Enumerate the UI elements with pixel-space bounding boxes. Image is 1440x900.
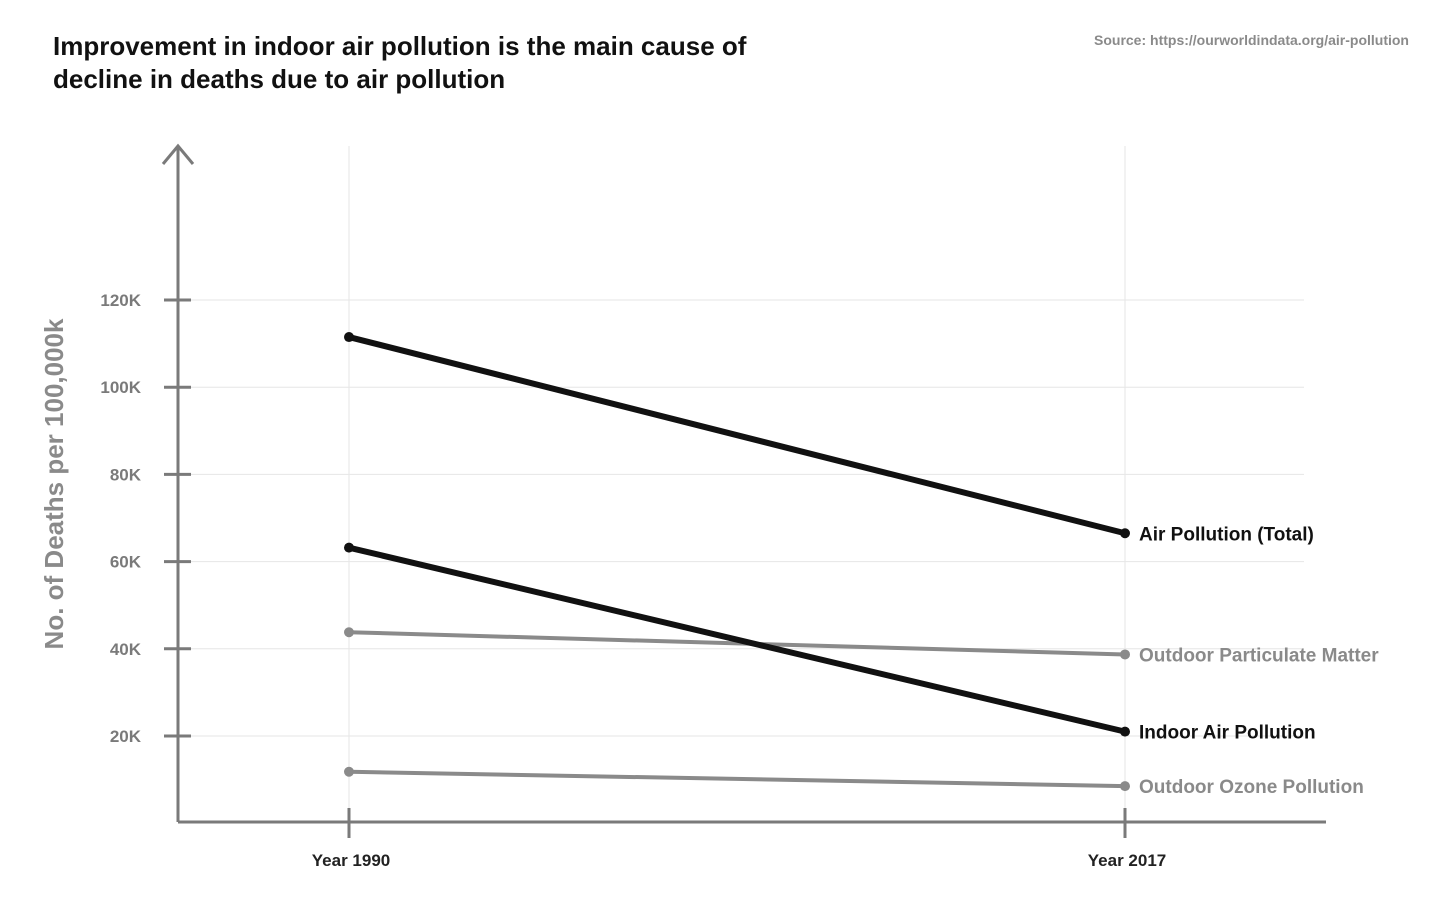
data-point [1120,726,1130,737]
y-tick-label: 80K [110,465,142,484]
y-axis-arrow-icon [161,143,195,165]
data-point [344,766,354,777]
series-group: Air Pollution (Total) Outdoor Particulate… [344,332,1379,798]
y-ticks: 20K 40K 60K 80K 100K 120K [100,291,191,746]
series-line [347,769,1127,789]
series-outdoor-ozone-pollution: Outdoor Ozone Pollution [344,766,1364,798]
series-outdoor-particulate-matter: Outdoor Particulate Matter [344,627,1379,666]
data-point [1120,528,1130,539]
y-tick-label: 100K [100,378,141,397]
y-tick-label: 20K [110,727,142,746]
data-point [1120,781,1130,792]
y-axis-title: No. of Deaths per 100,000k [39,318,69,649]
data-point [344,627,354,638]
grid [178,146,1304,822]
x-tick-label: Year 2017 [1088,851,1166,870]
series-line [346,334,1128,537]
series-air-pollution-total: Air Pollution (Total) [344,332,1314,545]
series-line [347,630,1127,657]
series-indoor-air-pollution: Indoor Air Pollution [344,542,1316,744]
series-label: Indoor Air Pollution [1139,723,1316,744]
axes: No. of Deaths per 100,000k [39,143,1326,824]
data-point [344,542,354,553]
y-tick-label: 120K [100,291,141,310]
data-point [1120,649,1130,660]
series-line [346,544,1128,735]
data-point [344,332,354,343]
series-label: Outdoor Particulate Matter [1139,645,1379,666]
y-tick-label: 60K [110,553,142,572]
x-tick-label: Year 1990 [312,851,390,870]
source-note: Source: https://ourworldindata.org/air-p… [1094,32,1409,48]
x-ticks: Year 1990 Year 2017 [312,808,1166,870]
series-label: Outdoor Ozone Pollution [1139,777,1364,798]
series-label: Air Pollution (Total) [1139,524,1314,545]
y-tick-label: 40K [110,640,142,659]
chart-title: Improvement in indoor air pollution is t… [53,31,747,94]
